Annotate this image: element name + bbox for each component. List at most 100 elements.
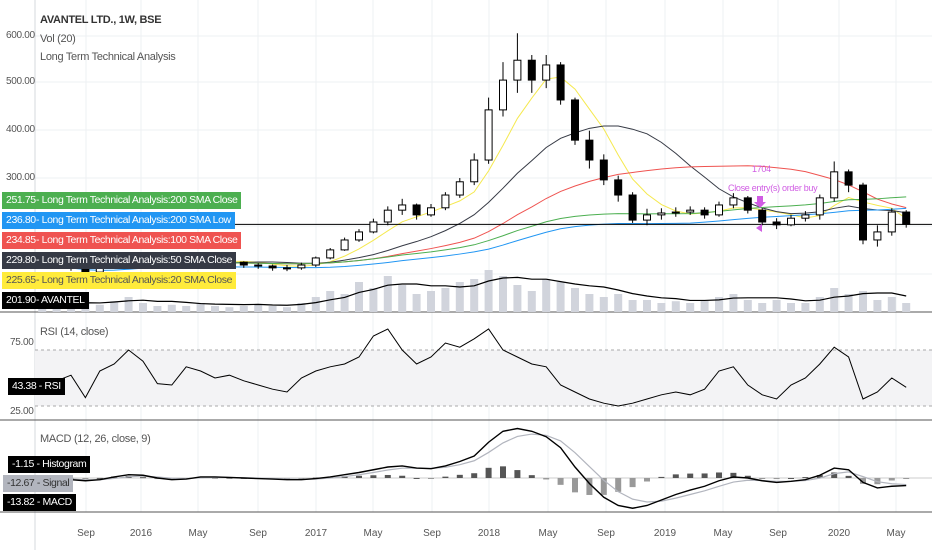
time-tick: May: [538, 528, 558, 539]
volume-bar: [715, 297, 723, 312]
rsi-title[interactable]: RSI (14, close): [40, 326, 109, 338]
volume-bar: [383, 276, 392, 312]
candle-up: [326, 249, 335, 259]
volume-bar: [239, 306, 248, 312]
macd-histogram-bar: [687, 473, 694, 478]
volume-bar: [599, 297, 608, 312]
candle-up: [657, 212, 666, 216]
macd-histogram-bar: [557, 478, 564, 485]
macd-histogram-bar: [773, 478, 780, 480]
candle-down: [902, 211, 911, 225]
volume-bar: [859, 291, 867, 312]
volume-bar: [815, 297, 824, 312]
macd-histogram-bar: [572, 478, 578, 493]
volume-bar: [67, 306, 75, 312]
candle-up: [398, 204, 407, 211]
time-tick: 2016: [129, 528, 153, 539]
time-tick: May: [886, 528, 906, 539]
candle-up: [729, 197, 738, 206]
price-tick: 500.00: [6, 76, 35, 87]
price-tag-sma50-close: 229.80- Long Term Technical Analysis:50 …: [2, 252, 237, 269]
macd-histogram-bar: [298, 478, 305, 479]
volume-bar: [167, 304, 176, 312]
volume-bar: [657, 303, 666, 312]
macd-histogram-bar: [471, 473, 478, 478]
volume-bar: [196, 303, 205, 312]
candle-up: [815, 197, 824, 216]
price-tag-last: 201.90- AVANTEL: [2, 292, 89, 309]
candle-down: [758, 209, 767, 223]
macd-histogram-bar: [629, 478, 636, 488]
macd-histogram-bar: [96, 477, 103, 479]
study-label[interactable]: Long Term Technical Analysis: [40, 51, 176, 63]
macd-line: [42, 427, 907, 509]
volume-bar: [427, 291, 435, 312]
volume-bar: [902, 303, 911, 312]
macd-histogram-bar: [888, 478, 895, 481]
volume-bar: [585, 294, 594, 312]
volume-bar: [124, 297, 133, 312]
volume-bar: [470, 279, 479, 312]
candle-down: [585, 139, 594, 161]
volume-bar: [398, 285, 407, 312]
candle-up: [830, 171, 839, 199]
macd-histogram-bar: [514, 470, 521, 478]
volume-bar: [441, 288, 450, 312]
volume-bar: [844, 294, 853, 312]
candle-up: [383, 209, 392, 223]
candle-down: [268, 265, 277, 269]
candle-up: [484, 109, 493, 161]
rsi-band: [35, 350, 932, 406]
price-tag-sma200-low: 236.80- Long Term Technical Analysis:200…: [2, 212, 235, 229]
candle-down: [254, 264, 263, 267]
price-tick: 300.00: [6, 172, 35, 183]
candle-down: [556, 64, 565, 101]
candle-up: [311, 257, 320, 266]
trade-value-label: 1704: [752, 164, 771, 174]
candle-up: [715, 204, 723, 216]
volume-bar: [700, 300, 709, 312]
rsi-tick: 25.00: [10, 406, 34, 417]
candle-down: [628, 194, 637, 221]
volume-bar: [38, 306, 47, 312]
time-tick: 2017: [304, 528, 328, 539]
time-tick: Sep: [423, 528, 441, 539]
volume-bar: [110, 301, 119, 312]
macd-histogram-bar: [586, 478, 593, 495]
candle-up: [801, 214, 810, 219]
macd-histogram-bar: [485, 467, 492, 478]
candle-up: [671, 211, 680, 214]
volume-ma-line: [42, 276, 907, 306]
macd-title[interactable]: MACD (12, 26, close, 9): [40, 433, 151, 445]
candle-up: [513, 59, 522, 81]
volume-bar: [484, 270, 493, 312]
volume-bar: [268, 306, 277, 312]
volume-bar: [311, 297, 320, 312]
candle-down: [700, 209, 709, 216]
rsi-tag: 43.38 - RSI: [8, 378, 65, 395]
volume-bar: [211, 306, 219, 312]
macd-histogram-bar: [759, 478, 766, 479]
rsi-line: [42, 328, 907, 407]
macd-histogram-bar: [82, 478, 89, 479]
order-annotation: Close entry(s) order buy: [728, 183, 818, 193]
candle-down: [614, 179, 623, 196]
macd-histogram-bar: [802, 477, 809, 479]
volume-bar: [614, 294, 623, 312]
volume-bar: [743, 300, 752, 312]
candle-down: [859, 184, 867, 241]
rsi-tick: 75.00: [10, 337, 34, 348]
volume-bar: [542, 279, 551, 312]
candle-up: [427, 207, 435, 216]
volume-study-label[interactable]: Vol (20): [40, 33, 76, 45]
volume-bar: [787, 303, 795, 312]
macd-histogram-bar: [500, 466, 506, 478]
volume-bar: [355, 282, 363, 312]
macd-histogram-bar: [672, 474, 679, 478]
candle-up: [283, 267, 291, 270]
macd-histogram-bar: [615, 478, 622, 492]
macd-histogram-bar: [831, 472, 838, 478]
macd-histogram-bar: [528, 475, 535, 478]
volume-bar: [297, 303, 306, 312]
